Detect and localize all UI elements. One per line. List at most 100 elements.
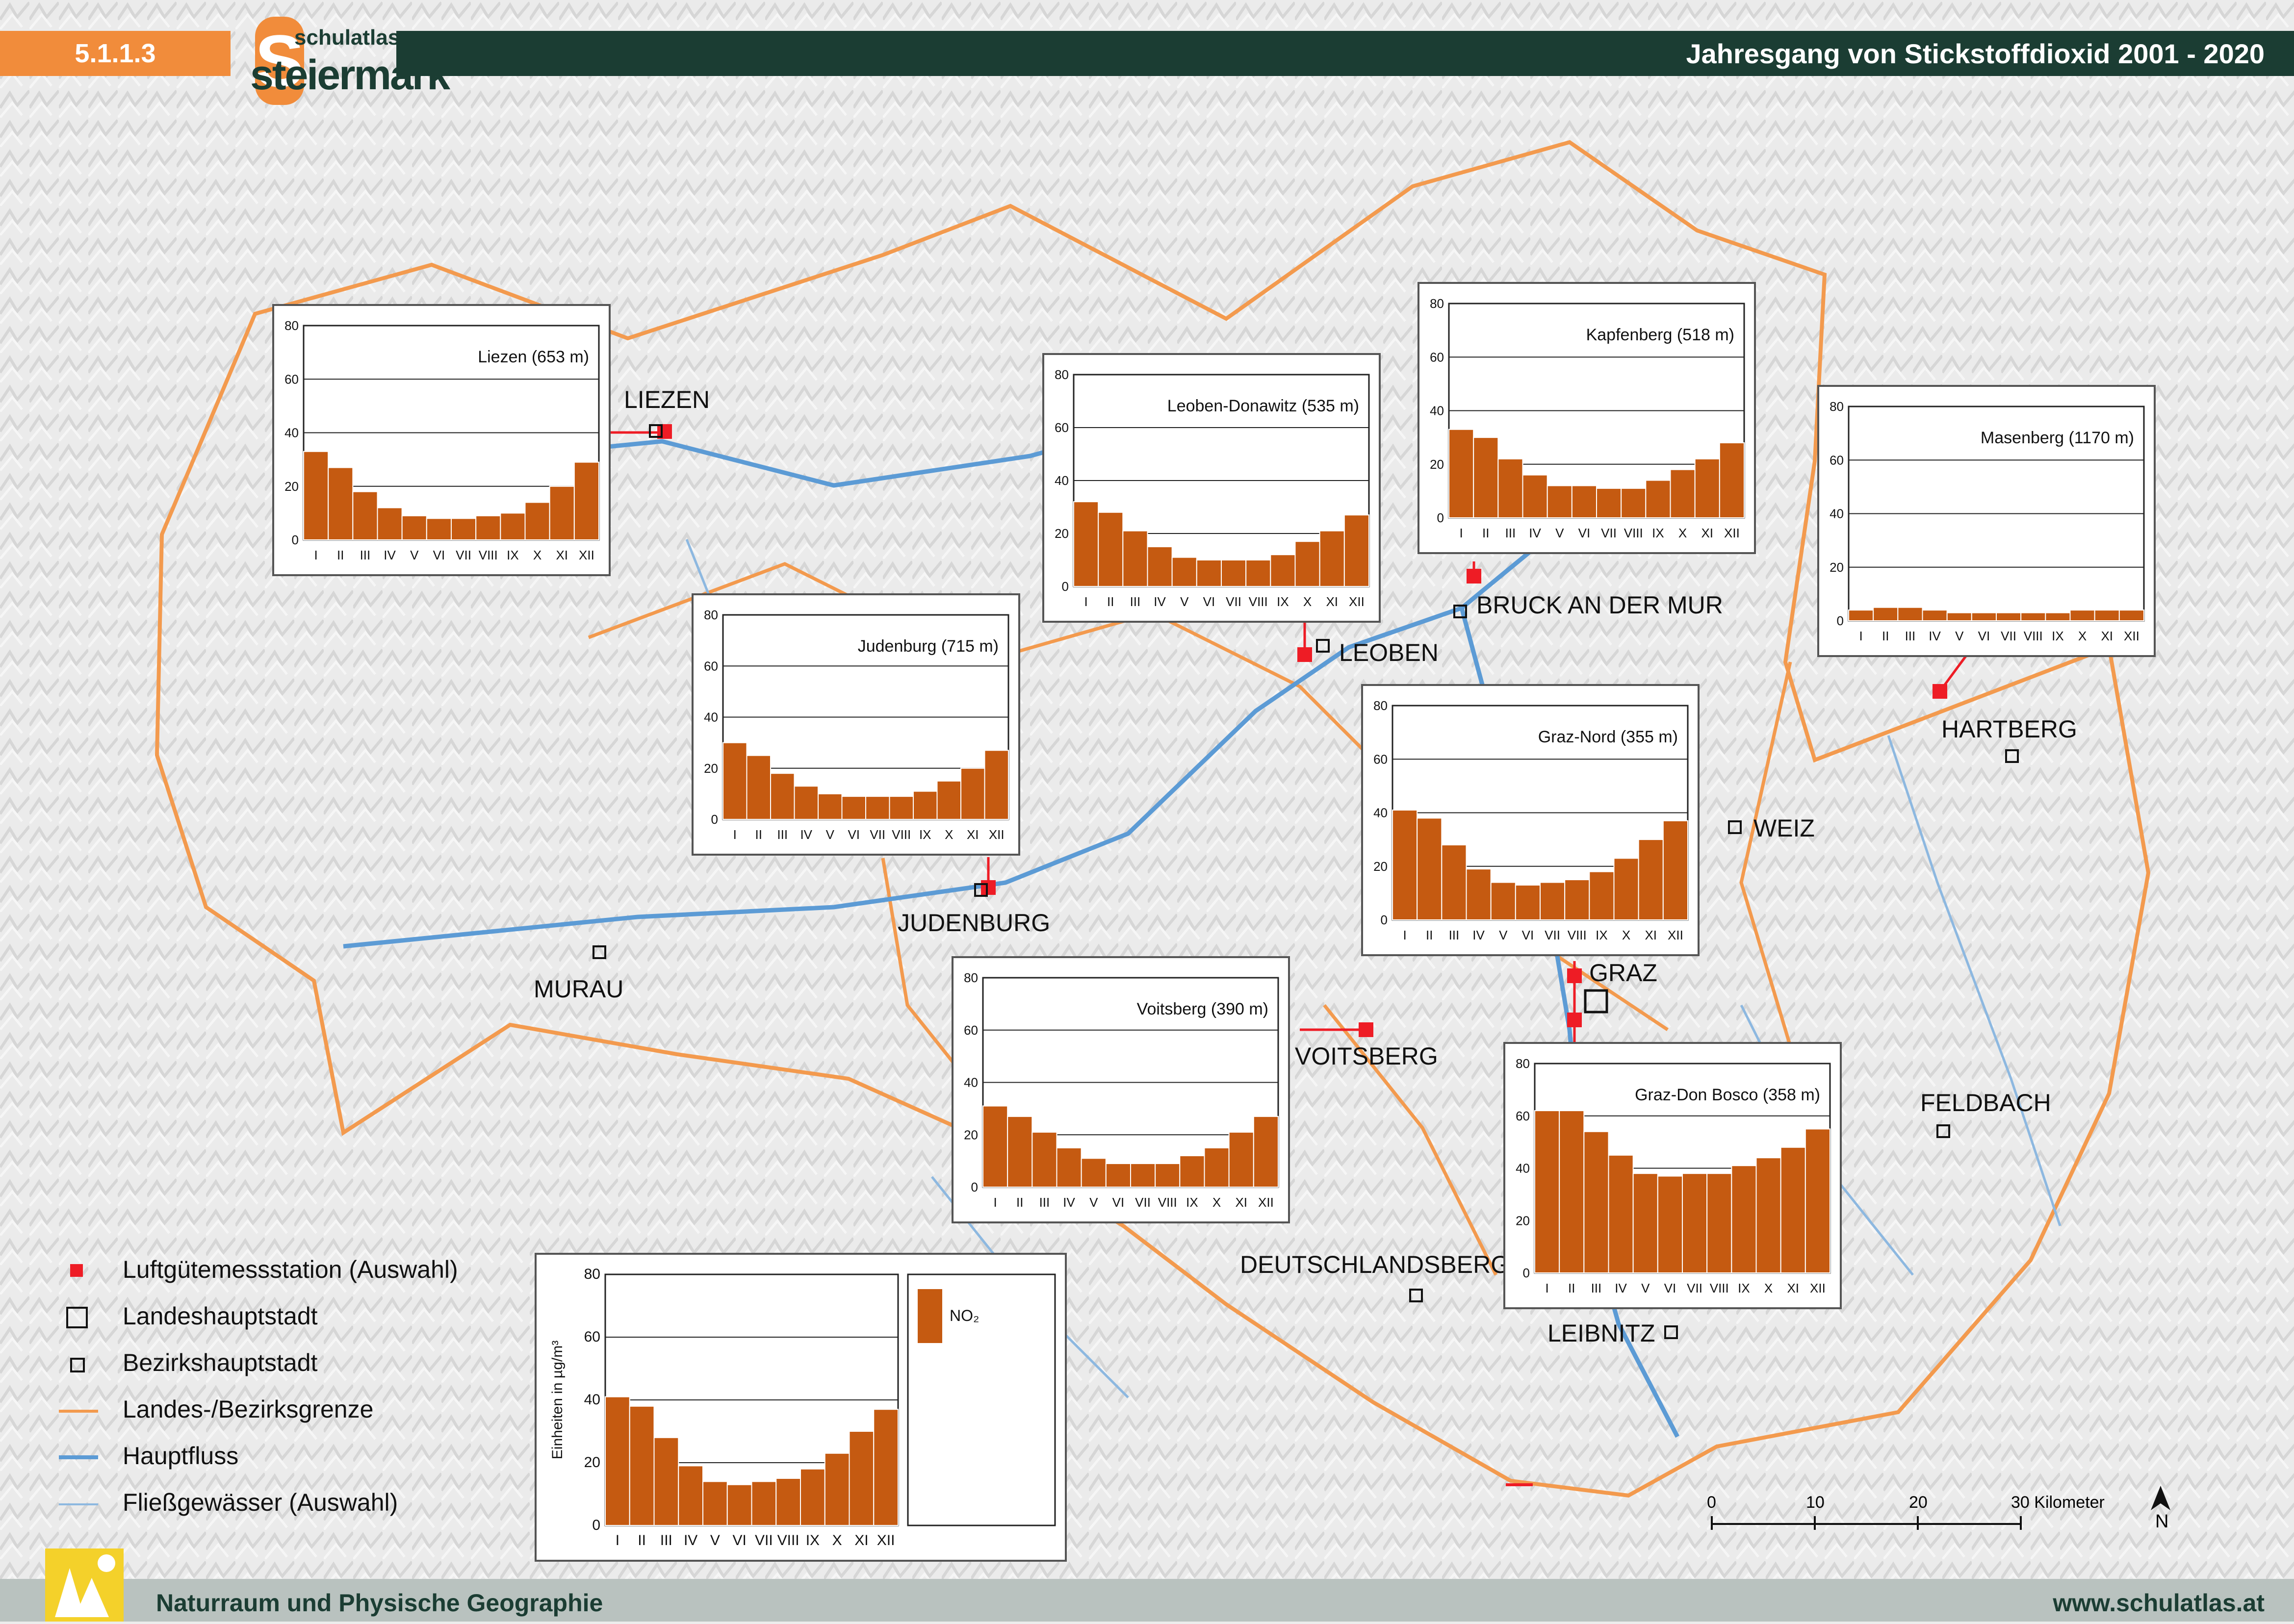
x-tick-label: VII	[1601, 526, 1617, 540]
chart-leoben-donawitz: 0 20 40 60 80 I II III IV V VI VII VIII IX X XI XII Leobe…	[1042, 353, 1381, 623]
bar-VIII	[1621, 487, 1647, 519]
x-tick-label: VII	[1687, 1281, 1702, 1295]
x-tick-label: VII	[870, 827, 885, 842]
chart-title: Judenburg (715 m)	[858, 637, 999, 656]
bar-II	[1559, 1110, 1585, 1273]
label-weiz: WEIZ	[1753, 814, 1815, 842]
x-tick-label: V	[710, 1532, 720, 1548]
x-tick-label: X	[2078, 629, 2087, 643]
chart-legend-example: 0 20 40 60 80 I II III IV V VI VII VIII IX X XI XII Einhe…	[535, 1253, 1067, 1562]
label-deutschlandsberg: DEUTSCHLANDSBERG	[1240, 1251, 1510, 1278]
y-tick-label: 0	[1523, 1266, 1530, 1280]
x-tick-label: II	[1568, 1281, 1575, 1295]
x-tick-label: X	[832, 1532, 842, 1548]
y-tick-label: 40	[584, 1392, 600, 1408]
y-tick-label: 60	[704, 659, 718, 673]
y-tick-label: 0	[292, 533, 299, 547]
x-tick-label: V	[1955, 629, 1964, 643]
bar-III	[653, 1437, 679, 1526]
y-tick-label: 0	[592, 1517, 600, 1533]
x-tick-label: IX	[1596, 928, 1608, 942]
y-tick-label: 40	[964, 1075, 978, 1090]
station-kapfenberg	[1467, 569, 1481, 584]
x-tick-label: V	[1641, 1281, 1650, 1295]
bar-I	[1073, 501, 1099, 587]
y-tick-label: 40	[284, 426, 299, 440]
chart-title: Graz-Nord (355 m)	[1538, 728, 1678, 746]
chart-judenburg: 0 20 40 60 80 I II III IV V VI VII VIII IX X XI XII Juden…	[692, 593, 1020, 856]
bar-IV	[1608, 1154, 1634, 1273]
legend-small-square	[70, 1358, 85, 1372]
x-tick-label: IX	[919, 827, 931, 842]
x-tick-label: II	[1882, 629, 1889, 643]
bar-XII	[1662, 820, 1688, 921]
x-tick-label: IV	[384, 548, 396, 562]
bar-VII	[1540, 882, 1566, 920]
y-tick-label: 0	[1437, 510, 1444, 525]
bar-VII	[451, 518, 477, 540]
y-tick-label: 80	[584, 1266, 600, 1282]
x-tick-label: VII	[1135, 1195, 1151, 1210]
bar-X	[1755, 1157, 1781, 1273]
x-tick-label: XII	[1258, 1195, 1274, 1210]
x-tick-label: III	[360, 548, 371, 562]
label-leibnitz: LEIBNITZ	[1547, 1320, 1655, 1347]
city-deutschlandsberg	[1409, 1289, 1423, 1302]
chart-title: Liezen (653 m)	[478, 348, 589, 366]
x-tick-label: VII	[456, 548, 471, 562]
state-border	[155, 140, 2151, 1498]
footer-url[interactable]: www.schulatlas.at	[2053, 1589, 2265, 1617]
station-leoben	[1297, 647, 1312, 662]
bar-IV	[794, 786, 819, 820]
label-murau: MURAU	[534, 975, 624, 1003]
bar-I	[722, 742, 747, 820]
bar-V	[702, 1481, 728, 1526]
chart-title: Voitsberg (390 m)	[1137, 1000, 1268, 1018]
bar-X	[1294, 541, 1320, 587]
x-tick-label: X	[1764, 1281, 1773, 1295]
x-tick-label: I	[1859, 629, 1862, 643]
chart-title: Graz-Don Bosco (358 m)	[1635, 1086, 1820, 1104]
bar-V	[818, 793, 843, 820]
legend-large-square	[66, 1307, 88, 1328]
bar-III	[1897, 607, 1923, 621]
bar-IV	[1522, 474, 1548, 519]
chart-voitsberg: 0 20 40 60 80 I II III IV V VI VII VIII IX X XI XII Voits…	[952, 956, 1290, 1223]
city-judenburg	[974, 883, 988, 897]
y-tick-label: 0	[1837, 613, 1844, 628]
bar-XII	[1804, 1128, 1830, 1273]
x-tick-label: XII	[1668, 928, 1683, 942]
bar-VII	[865, 796, 890, 820]
x-tick-label: IX	[1652, 526, 1664, 540]
bar-VI	[1515, 884, 1541, 920]
x-tick-label: II	[1016, 1195, 1023, 1210]
chart-graz-don-bosco: 0 20 40 60 80 I II III IV V VI VII VIII IX X XI XII Graz-…	[1503, 1042, 1842, 1309]
y-tick-label: 80	[284, 318, 299, 333]
y-tick-label: 80	[704, 608, 718, 622]
landscape-icon	[45, 1548, 124, 1622]
x-tick-label: II	[337, 548, 344, 562]
city-weiz	[1728, 820, 1742, 834]
y-tick-label: 80	[1830, 399, 1844, 414]
x-tick-label: IV	[1154, 594, 1166, 609]
x-tick-label: XI	[1326, 594, 1338, 609]
y-tick-label: 60	[1055, 420, 1069, 435]
logo-s-mark: S	[255, 17, 304, 105]
x-tick-label: XI	[1701, 526, 1713, 540]
north-arrow-icon	[2151, 1486, 2170, 1510]
y-tick-label: 0	[1062, 579, 1069, 594]
chart-title: Masenberg (1170 m)	[1981, 429, 2134, 447]
y-tick-label: 20	[1516, 1213, 1530, 1228]
x-tick-label: IX	[806, 1532, 820, 1548]
scale-tick-0: 0	[1707, 1493, 1716, 1512]
footer-topic: Naturraum und Physische Geographie	[156, 1589, 603, 1617]
x-tick-label: XI	[1787, 1281, 1799, 1295]
bar-VI	[1571, 485, 1598, 519]
bar-XII	[1253, 1116, 1279, 1188]
y-tick-label: 40	[1055, 473, 1069, 488]
